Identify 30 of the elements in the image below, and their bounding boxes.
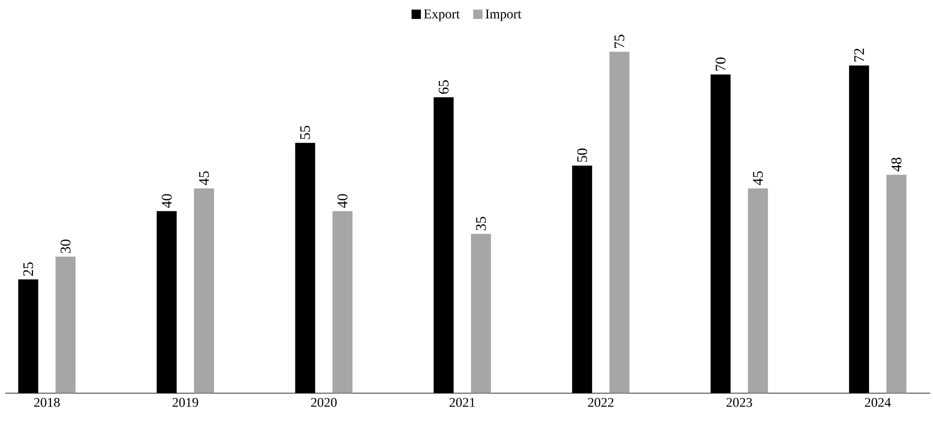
- x-tick-label: 2023: [726, 398, 752, 408]
- data-label: 40: [162, 194, 172, 208]
- bar: [609, 52, 630, 394]
- x-tick-label: 2024: [864, 398, 891, 408]
- bar: [886, 174, 906, 394]
- x-tick-label: 2018: [34, 398, 60, 408]
- x-tick-label: 2021: [450, 398, 475, 408]
- data-label: 45: [753, 172, 763, 186]
- data-label: 40: [338, 194, 348, 208]
- bar: [470, 234, 491, 394]
- data-label: 45: [199, 172, 209, 186]
- data-label: 48: [891, 158, 902, 172]
- bar: [56, 256, 76, 394]
- legend-label: Import: [486, 10, 522, 22]
- bar: [332, 211, 352, 394]
- data-label: 55: [300, 126, 310, 140]
- data-label: 75: [614, 35, 624, 48]
- x-tick-label: 2020: [311, 398, 337, 408]
- bar: [748, 188, 768, 394]
- data-label: 50: [577, 148, 588, 162]
- data-label: 70: [716, 58, 726, 71]
- x-tick-label: 2022: [588, 398, 614, 408]
- x-tick-label: 2019: [172, 398, 198, 408]
- data-label: 72: [854, 48, 864, 62]
- data-label: 65: [438, 80, 449, 94]
- data-label: 30: [60, 240, 70, 254]
- data-label: 25: [23, 262, 34, 276]
- data-label: 35: [476, 217, 486, 230]
- bar: [194, 188, 214, 394]
- legend-label: Export: [424, 10, 460, 22]
